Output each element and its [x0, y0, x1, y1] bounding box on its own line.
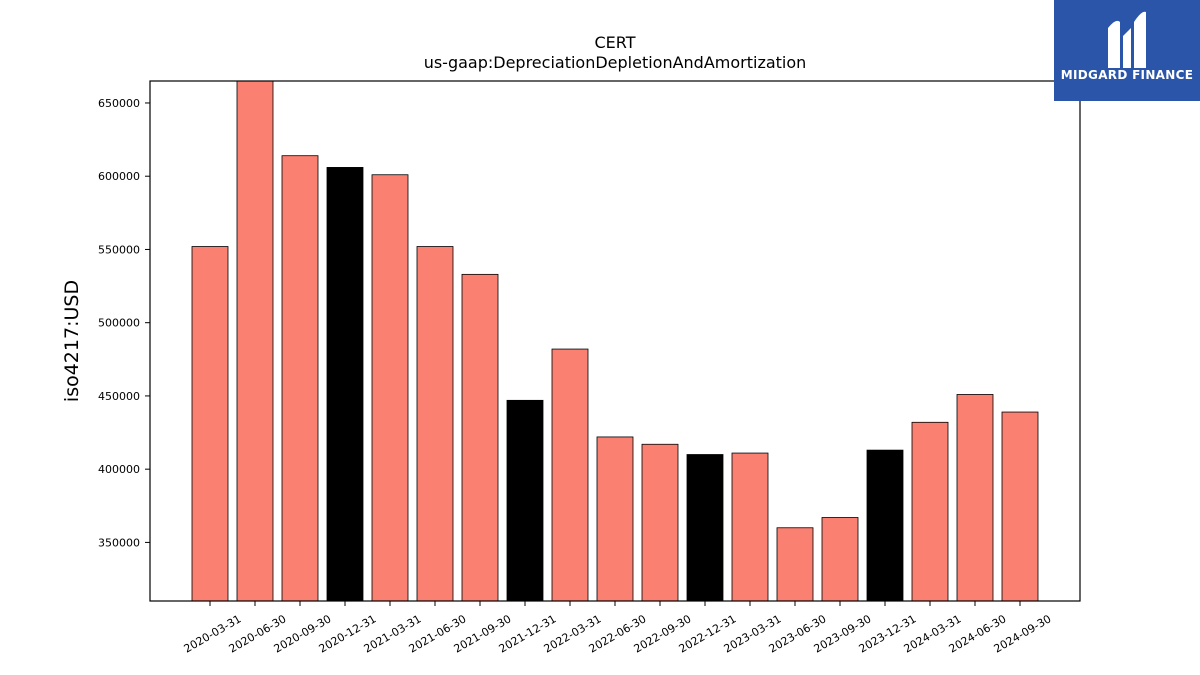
bar-2023-06-30 — [776, 527, 814, 602]
bar-2023-09-30 — [821, 517, 859, 602]
bar-2020-09-30 — [281, 155, 319, 602]
bar-2021-09-30 — [461, 273, 499, 602]
y-tick-label: 400000 — [98, 463, 140, 476]
y-tick-label: 550000 — [98, 243, 140, 256]
bar-2023-12-31 — [866, 449, 904, 602]
logo-mark-icon — [1108, 11, 1146, 68]
bar-2021-03-31 — [371, 174, 409, 602]
bar-2023-03-31 — [731, 452, 769, 602]
chart-subtitle: us-gaap:DepreciationDepletionAndAmortiza… — [424, 53, 807, 72]
y-axis-label: iso4217:USD — [61, 280, 83, 402]
bar-2022-06-30 — [596, 436, 634, 602]
y-tick-label: 350000 — [98, 536, 140, 549]
y-tick-label: 600000 — [98, 170, 140, 183]
y-tick-label: 650000 — [98, 97, 140, 110]
bars-group — [191, 80, 1039, 602]
bar-2020-06-30 — [236, 80, 274, 602]
chart-title: CERT — [594, 33, 635, 52]
bar-2024-03-31 — [911, 421, 949, 602]
bar-2022-12-31 — [686, 454, 724, 602]
bar-2022-09-30 — [641, 443, 679, 602]
y-tick-label: 500000 — [98, 317, 140, 330]
bar-2024-09-30 — [1001, 411, 1039, 602]
bar-2022-03-31 — [551, 348, 589, 602]
bar-2021-06-30 — [416, 246, 454, 602]
y-axis: 350000 400000 450000 500000 550000 600000 6500… — [98, 97, 150, 549]
bar-2020-12-31 — [326, 167, 364, 602]
bar-2021-12-31 — [506, 399, 544, 602]
bar-2020-03-31 — [191, 246, 229, 602]
y-tick-label: 450000 — [98, 390, 140, 403]
x-axis: 2020-03-312020-06-302020-09-302020-12-31… — [182, 601, 1054, 656]
bar-2024-06-30 — [956, 394, 994, 602]
brand-logo: MIDGARD FINANCE — [1054, 0, 1200, 101]
logo-text: MIDGARD FINANCE — [1060, 68, 1194, 82]
plot-frame — [149, 80, 1081, 602]
